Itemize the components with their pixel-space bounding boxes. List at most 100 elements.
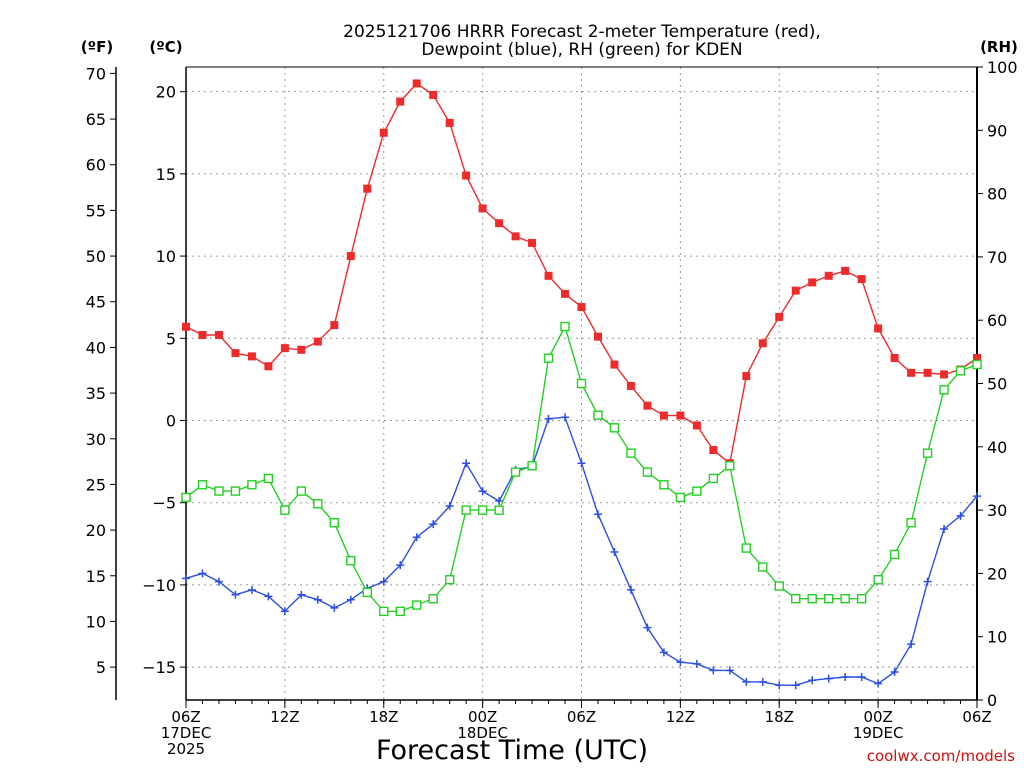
dewpoint-point	[824, 674, 833, 683]
temperature-point	[676, 411, 685, 420]
temperature-point	[313, 337, 322, 346]
rh-point	[214, 486, 224, 496]
dewpoint-point	[808, 676, 817, 685]
rh-point	[642, 467, 653, 477]
celsius-tick-label: −10	[142, 576, 176, 595]
temperature-point	[363, 184, 372, 193]
rh-point	[758, 562, 768, 572]
rh-point	[807, 594, 817, 604]
dewpoint-point	[462, 459, 471, 468]
temperature-point	[544, 271, 553, 280]
rh-tick-label: 30	[987, 501, 1007, 520]
rh-line	[185, 324, 978, 613]
dewpoint-point	[264, 592, 273, 601]
rh-point	[939, 385, 949, 395]
celsius-tick-label: −15	[142, 658, 176, 677]
fahrenheit-tick-label: 15	[86, 567, 106, 586]
rh-point	[313, 499, 323, 509]
rh-tick-label: 90	[987, 121, 1007, 140]
temperature-point	[264, 362, 273, 371]
x-tick-label: 06Z	[171, 708, 200, 726]
temperature-point	[940, 370, 949, 379]
fahrenheit-tick-label: 50	[86, 247, 106, 266]
rh-point	[856, 594, 867, 604]
axes: 70656055504540353025201510520151050−5−10…	[86, 58, 1018, 758]
celsius-unit-label: (ºC)	[149, 38, 182, 56]
dewpoint-point	[956, 511, 965, 520]
rh-point	[461, 505, 471, 515]
dewpoint-point	[280, 607, 289, 616]
dewpoint-point	[626, 585, 635, 594]
rh-point	[477, 505, 488, 515]
temperature-point	[214, 330, 223, 339]
temperature-point	[396, 97, 405, 106]
temperature-point	[247, 352, 256, 361]
rh-point	[395, 606, 405, 617]
dewpoint-point	[561, 413, 570, 422]
dewpoint-point	[758, 677, 767, 686]
credit-text[interactable]: coolwx.com/models	[867, 747, 1015, 765]
dewpoint-point	[659, 648, 668, 657]
temperature-point	[462, 171, 471, 180]
temperature-point	[973, 354, 981, 363]
dewpoint-point	[841, 672, 850, 681]
dewpoint-point	[907, 640, 916, 649]
fahrenheit-tick-label: 10	[86, 612, 106, 631]
rh-point	[576, 378, 587, 389]
dewpoint-point	[742, 677, 751, 686]
dewpoint-point	[330, 603, 339, 612]
dewpoint-point	[231, 590, 240, 599]
temperature-point	[231, 349, 240, 358]
rh-point	[560, 321, 570, 332]
fahrenheit-tick-label: 40	[86, 338, 106, 357]
rh-point	[379, 606, 389, 617]
temperature-point	[626, 381, 635, 390]
fahrenheit-unit-label: (ºF)	[81, 38, 113, 56]
rh-point	[955, 366, 966, 376]
rh-tick-label: 50	[987, 375, 1007, 394]
dewpoint-point	[544, 414, 553, 423]
celsius-tick-label: 10	[156, 247, 176, 266]
temperature-point	[198, 330, 207, 339]
dewpoint-point	[610, 548, 619, 557]
fahrenheit-tick-label: 25	[86, 475, 106, 494]
dewpoint-point	[247, 585, 256, 594]
rh-point	[626, 448, 636, 458]
temperature-point	[478, 204, 487, 213]
rh-tick-label: 80	[987, 185, 1007, 204]
celsius-tick-label: −5	[152, 494, 176, 513]
temperature-point	[495, 219, 504, 228]
dewpoint-point	[874, 679, 883, 688]
temperature-point	[742, 372, 751, 381]
fahrenheit-tick-label: 30	[86, 430, 106, 449]
dewpoint-point	[709, 666, 718, 675]
x-tick-label: 06Z	[567, 708, 596, 726]
temperature-point	[775, 312, 784, 321]
fahrenheit-tick-label: 35	[86, 384, 106, 403]
dewpoint-point	[396, 561, 405, 570]
rh-point	[791, 594, 801, 604]
title-line-2: Dewpoint (blue), RH (green) for KDEN	[421, 40, 742, 60]
rh-point	[362, 587, 372, 598]
dewpoint-point	[676, 658, 685, 667]
rh-tick-label: 20	[987, 564, 1007, 583]
fahrenheit-tick-label: 65	[86, 110, 106, 129]
dewpoint-point	[791, 681, 800, 690]
rh-point	[593, 410, 603, 420]
temperature-point	[907, 368, 916, 377]
rh-point	[494, 505, 504, 515]
dewpoint-point	[198, 569, 207, 578]
celsius-tick-label: 0	[166, 411, 176, 430]
rh-point	[428, 594, 438, 604]
temperature-point	[412, 79, 421, 88]
rh-point	[296, 486, 307, 496]
temperature-point	[577, 303, 586, 312]
rh-point	[922, 448, 933, 458]
rh-point	[823, 594, 834, 604]
celsius-tick-label: 15	[156, 165, 176, 184]
temperature-point	[182, 322, 190, 331]
rh-point	[692, 486, 702, 496]
dewpoint-point	[577, 459, 586, 468]
